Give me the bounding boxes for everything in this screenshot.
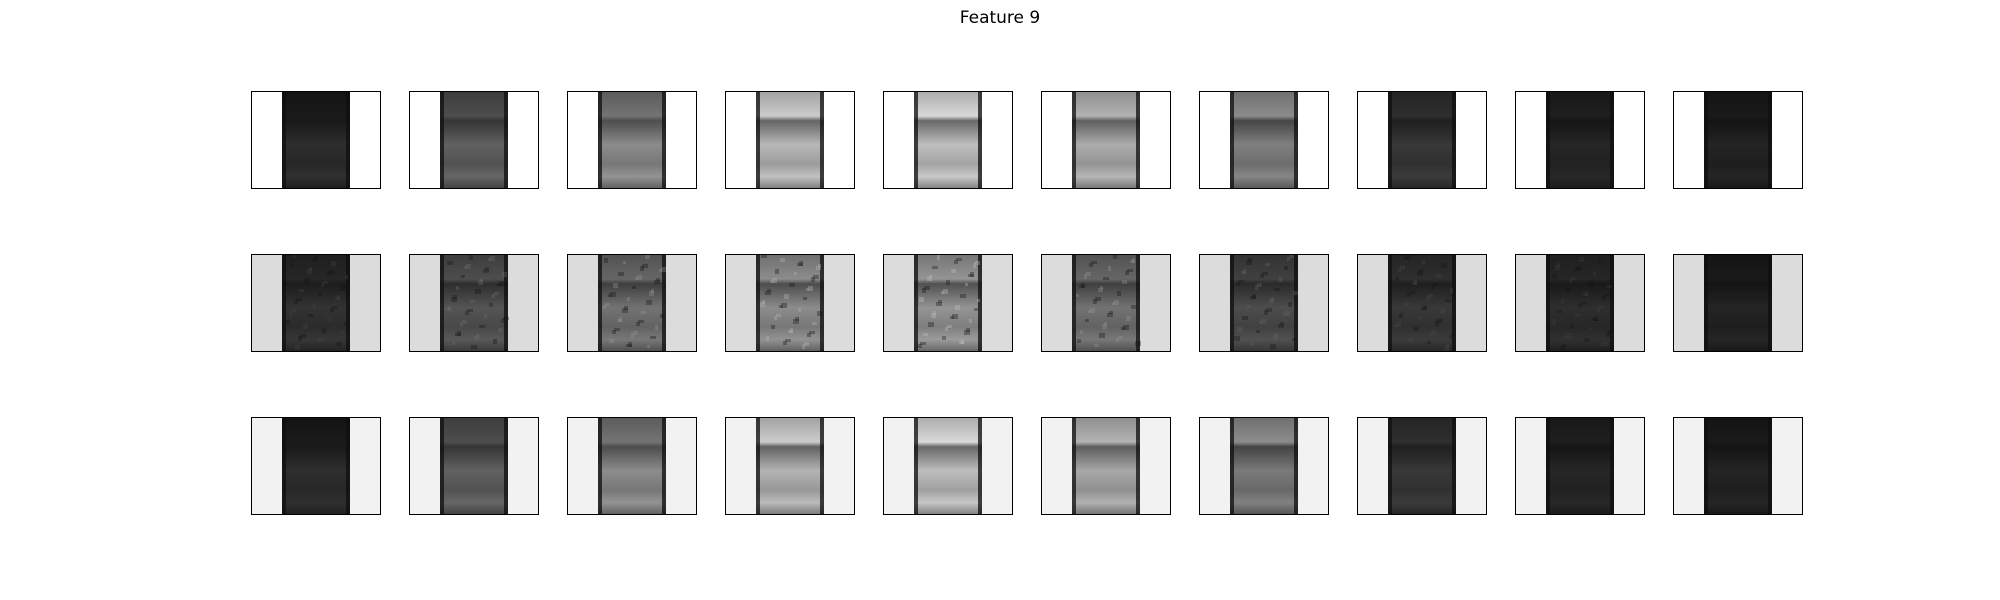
feature-map-body — [756, 92, 824, 188]
feature-map-panel — [725, 91, 855, 189]
feature-map-body — [1546, 418, 1614, 514]
feature-map-body — [1230, 418, 1298, 514]
feature-map-panel — [567, 254, 697, 352]
feature-map-panel — [1357, 254, 1487, 352]
feature-map-panel — [1357, 91, 1487, 189]
feature-map-panel — [567, 91, 697, 189]
feature-map-panel — [251, 254, 381, 352]
feature-map-body — [440, 255, 508, 351]
feature-map-body — [914, 255, 982, 351]
feature-map-panel — [409, 417, 539, 515]
feature-map-body — [1546, 255, 1614, 351]
feature-map-panel — [883, 91, 1013, 189]
feature-map-body — [1230, 92, 1298, 188]
feature-map-body — [756, 255, 824, 351]
feature-map-panel — [725, 417, 855, 515]
feature-map-panel — [1199, 91, 1329, 189]
feature-map-panel — [725, 254, 855, 352]
feature-map-panel — [1673, 417, 1803, 515]
feature-map-panel — [1041, 91, 1171, 189]
feature-map-body — [282, 92, 350, 188]
feature-map-body — [282, 255, 350, 351]
feature-map-panel — [251, 417, 381, 515]
feature-map-body — [1704, 92, 1772, 188]
feature-map-panel — [1041, 417, 1171, 515]
feature-map-panel — [1357, 417, 1487, 515]
feature-map-panel — [1673, 254, 1803, 352]
feature-map-body — [1704, 418, 1772, 514]
feature-map-body — [598, 255, 666, 351]
feature-map-body — [440, 92, 508, 188]
feature-map-panel — [883, 417, 1013, 515]
feature-map-body — [1388, 255, 1456, 351]
feature-map-panel — [1041, 254, 1171, 352]
feature-map-body — [1704, 255, 1772, 351]
feature-map-body — [598, 418, 666, 514]
feature-map-panel — [1515, 254, 1645, 352]
feature-map-panel — [1199, 417, 1329, 515]
feature-map-body — [1230, 255, 1298, 351]
feature-map-panel — [1515, 91, 1645, 189]
feature-map-panel — [409, 91, 539, 189]
feature-map-body — [282, 418, 350, 514]
figure-title: Feature 9 — [959, 8, 1041, 28]
feature-map-body — [1388, 92, 1456, 188]
feature-map-panel — [251, 91, 381, 189]
feature-map-body — [1072, 255, 1140, 351]
feature-map-panel — [409, 254, 539, 352]
feature-map-panel — [1199, 254, 1329, 352]
feature-map-panel — [883, 254, 1013, 352]
feature-map-panel — [1673, 91, 1803, 189]
feature-map-panel — [1515, 417, 1645, 515]
feature-map-body — [756, 418, 824, 514]
feature-map-body — [598, 92, 666, 188]
feature-map-body — [1546, 92, 1614, 188]
feature-map-body — [914, 418, 982, 514]
feature-map-body — [914, 92, 982, 188]
feature-map-body — [1388, 418, 1456, 514]
feature-map-panel — [567, 417, 697, 515]
feature-map-body — [1072, 418, 1140, 514]
feature-map-body — [440, 418, 508, 514]
feature-map-body — [1072, 92, 1140, 188]
